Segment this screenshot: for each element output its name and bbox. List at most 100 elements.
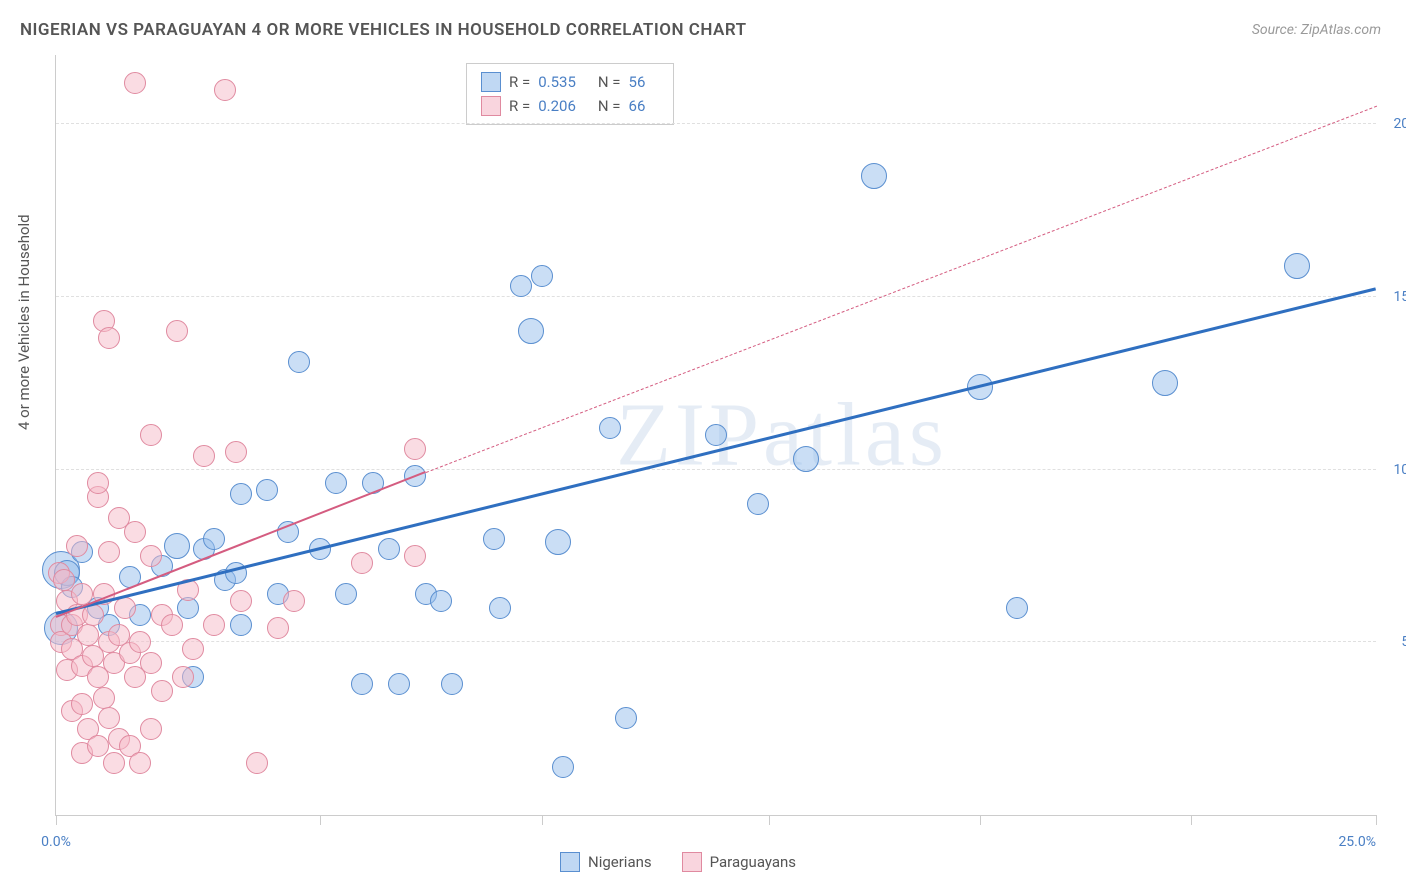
data-point — [98, 707, 120, 729]
data-point — [161, 614, 183, 636]
chart-title: NIGERIAN VS PARAGUAYAN 4 OR MORE VEHICLE… — [20, 20, 747, 40]
data-point — [404, 438, 426, 460]
data-point — [66, 535, 88, 557]
data-point — [430, 590, 452, 612]
x-tick-label: 25.0% — [1338, 834, 1376, 850]
data-point — [87, 735, 109, 757]
data-point — [140, 718, 162, 740]
legend-label-nigerians: Nigerians — [588, 853, 652, 871]
legend-label-paraguayans: Paraguayans — [710, 853, 796, 871]
gridline — [56, 123, 1376, 124]
legend-row-nigerians: R = 0.535 N = 56 — [481, 70, 659, 94]
legend-row-paraguayans: R = 0.206 N = 66 — [481, 94, 659, 118]
data-point — [283, 590, 305, 612]
data-point — [351, 552, 373, 574]
data-point — [164, 533, 190, 559]
data-point — [93, 687, 115, 709]
data-point — [140, 424, 162, 446]
r-value-paraguayans: 0.206 — [538, 97, 590, 115]
x-tick — [1376, 815, 1377, 825]
data-point — [483, 528, 505, 550]
y-axis-label: 4 or more Vehicles in Household — [15, 214, 33, 430]
swatch-blue — [481, 72, 501, 92]
x-tick — [769, 815, 770, 825]
data-point — [140, 545, 162, 567]
data-point — [124, 521, 146, 543]
data-point — [246, 752, 268, 774]
chart-plot-area: ZIPatlas R = 0.535 N = 56 R = 0.206 N = … — [55, 55, 1376, 816]
data-point — [793, 446, 819, 472]
source-attribution: Source: ZipAtlas.com — [1252, 22, 1381, 38]
n-label: N = — [598, 73, 621, 91]
legend-item-paraguayans: Paraguayans — [682, 852, 796, 872]
data-point — [378, 538, 400, 560]
data-point — [552, 756, 574, 778]
data-point — [288, 351, 310, 373]
data-point — [388, 673, 410, 695]
gridline — [56, 469, 1376, 470]
data-point — [140, 652, 162, 674]
data-point — [489, 597, 511, 619]
x-tick — [980, 815, 981, 825]
data-point — [518, 318, 544, 344]
data-point — [335, 583, 357, 605]
y-tick-label: 10.0% — [1393, 462, 1406, 478]
data-point — [230, 614, 252, 636]
data-point — [182, 638, 204, 660]
data-point — [1006, 597, 1028, 619]
data-point — [98, 541, 120, 563]
data-point — [230, 483, 252, 505]
swatch-pink — [682, 852, 702, 872]
y-tick-label: 20.0% — [1393, 116, 1406, 132]
data-point — [71, 693, 93, 715]
r-label: R = — [509, 97, 530, 115]
data-point — [351, 673, 373, 695]
data-point — [861, 163, 887, 189]
data-point — [545, 529, 571, 555]
data-point — [151, 680, 173, 702]
data-point — [98, 327, 120, 349]
legend-item-nigerians: Nigerians — [560, 852, 652, 872]
data-point — [53, 569, 75, 591]
swatch-pink — [481, 96, 501, 116]
data-point — [214, 79, 236, 101]
data-point — [1152, 370, 1178, 396]
n-value-nigerians: 56 — [629, 73, 660, 91]
x-tick — [320, 815, 321, 825]
data-point — [325, 472, 347, 494]
data-point — [441, 673, 463, 695]
data-point — [225, 441, 247, 463]
x-tick-label: 0.0% — [41, 834, 71, 850]
series-legend: Nigerians Paraguayans — [560, 852, 796, 872]
data-point — [510, 275, 532, 297]
data-point — [531, 265, 553, 287]
data-point — [124, 72, 146, 94]
data-point — [203, 614, 225, 636]
x-tick — [542, 815, 543, 825]
y-tick-label: 5.0% — [1401, 634, 1406, 650]
trend-line — [425, 106, 1376, 473]
r-label: R = — [509, 73, 530, 91]
data-point — [87, 472, 109, 494]
gridline — [56, 641, 1376, 642]
data-point — [77, 624, 99, 646]
data-point — [172, 666, 194, 688]
correlation-legend: R = 0.535 N = 56 R = 0.206 N = 66 — [466, 63, 674, 125]
data-point — [615, 707, 637, 729]
x-tick — [1191, 815, 1192, 825]
trend-line — [56, 287, 1377, 615]
data-point — [256, 479, 278, 501]
n-label: N = — [598, 97, 621, 115]
data-point — [230, 590, 252, 612]
y-tick-label: 15.0% — [1393, 289, 1406, 305]
r-value-nigerians: 0.535 — [538, 73, 590, 91]
n-value-paraguayans: 66 — [629, 97, 660, 115]
data-point — [1284, 253, 1310, 279]
x-tick — [56, 815, 57, 825]
data-point — [166, 320, 188, 342]
data-point — [129, 752, 151, 774]
data-point — [203, 528, 225, 550]
data-point — [404, 545, 426, 567]
data-point — [599, 417, 621, 439]
data-point — [267, 617, 289, 639]
